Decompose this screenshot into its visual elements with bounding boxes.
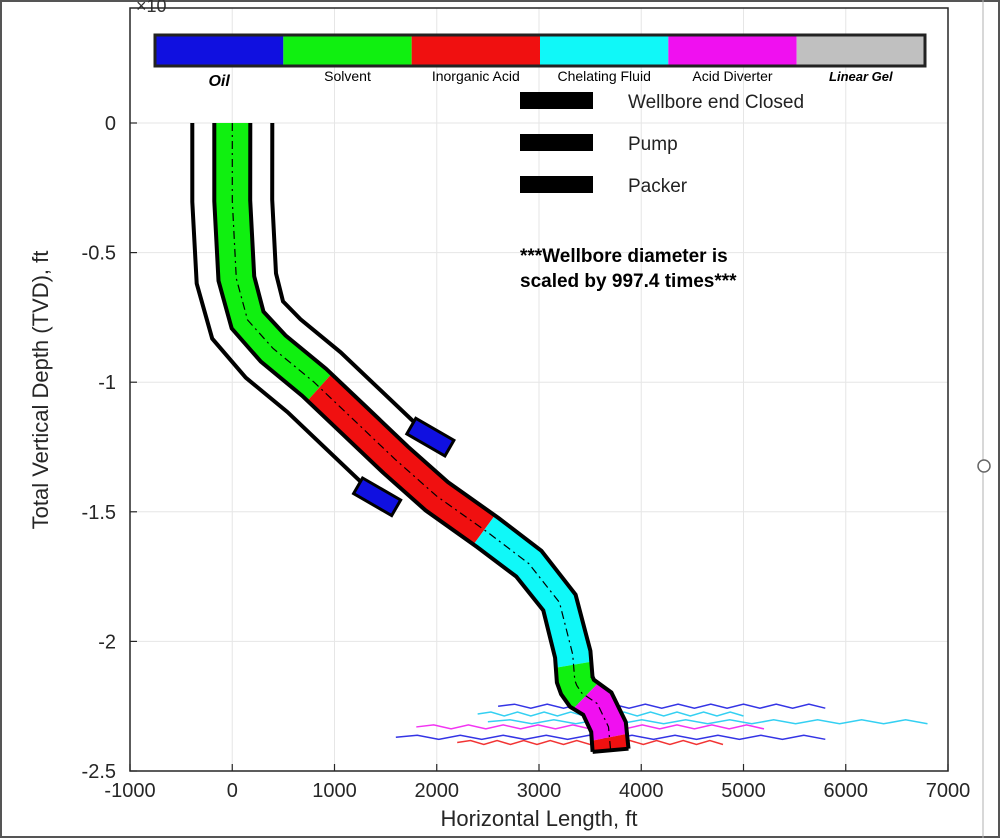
fluid-colorbar: Oil Solvent Inorganic Acid Chelating Fluid A…: [153, 33, 927, 90]
legend-swatch-0: [520, 92, 593, 109]
y-tick-label-5: -2.5: [82, 761, 116, 783]
fluid-segment-1: [307, 374, 495, 545]
wellbore-end-closed: [592, 746, 629, 754]
wellbore-centerline: [231, 123, 612, 751]
y-axis-ticks: 0 -0.5 -1 -1.5 -2 -2.5: [82, 113, 137, 783]
colorbar-label-4: Acid Diverter: [692, 68, 772, 84]
resize-handle-icon[interactable]: [977, 459, 991, 473]
colorbar-swatch-1: [283, 35, 412, 66]
casing-line-right: [270, 122, 430, 437]
colorbar-label-3: Chelating Fluid: [557, 68, 650, 84]
colorbar-label-1: Solvent: [324, 68, 371, 84]
x-tick-label-1: 0: [227, 780, 238, 802]
y-axis-label: Total Vertical Depth (TVD), ft: [28, 251, 53, 530]
x-tick-label-2: 1000: [312, 780, 357, 802]
x-axis-ticks: -1000 0 1000 2000 3000 4000 5000 6000 7000: [104, 764, 970, 802]
x-tick-label-8: 7000: [926, 780, 971, 802]
y-tick-label-4: -2: [98, 631, 116, 653]
x-tick-label-3: 2000: [415, 780, 460, 802]
colorbar-label-0: Oil: [208, 73, 230, 90]
fracture-trace-0: [498, 703, 826, 709]
legend-swatch-2: [520, 176, 593, 193]
fracture-trace-1: [487, 719, 928, 725]
colorbar-label-5: Linear Gel: [829, 69, 893, 84]
x-tick-label-7: 6000: [824, 780, 869, 802]
colorbar-swatch-0: [155, 35, 284, 66]
legend-swatch-1: [520, 134, 593, 151]
colorbar-swatch-3: [540, 35, 669, 66]
packer-right: [404, 416, 456, 458]
x-tick-label-6: 5000: [721, 780, 766, 802]
fluid-segment-2: [473, 515, 592, 668]
tubing-wall-left: [212, 123, 595, 752]
annotation-line-1: ***Wellbore diameter is: [520, 246, 728, 267]
y-tick-label-3: -1.5: [82, 502, 116, 524]
wellbore: [190, 122, 631, 754]
y-tick-label-1: -0.5: [82, 243, 116, 265]
colorbar-swatch-5: [796, 35, 925, 66]
packer-left: [351, 475, 403, 518]
x-axis-label: Horizontal Length, ft: [441, 806, 638, 831]
tubing-wall-right: [248, 122, 631, 749]
legend-label-2: Packer: [628, 176, 688, 197]
colorbar-swatch-2: [411, 35, 540, 66]
x-tick-label-0: -1000: [104, 780, 155, 802]
x-tick-label-4: 3000: [517, 780, 562, 802]
x-tick-label-5: 4000: [619, 780, 664, 802]
y-tick-label-0: 0: [105, 113, 116, 135]
y-tick-label-2: -1: [98, 372, 116, 394]
colorbar-frame: [153, 33, 927, 68]
fluid-segment-0: [214, 123, 332, 401]
diameter-annotation: ***Wellbore diameter is scaled by 997.4 …: [520, 246, 737, 292]
legend: Wellbore end Closed Pump Packer: [520, 92, 804, 197]
colorbar-label-2: Inorganic Acid: [432, 68, 520, 84]
colorbar-swatch-4: [668, 35, 797, 66]
casing-line-left: [190, 123, 377, 497]
legend-label-1: Pump: [628, 134, 678, 155]
annotation-line-2: scaled by 997.4 times***: [520, 271, 737, 292]
legend-label-0: Wellbore end Closed: [628, 92, 804, 113]
